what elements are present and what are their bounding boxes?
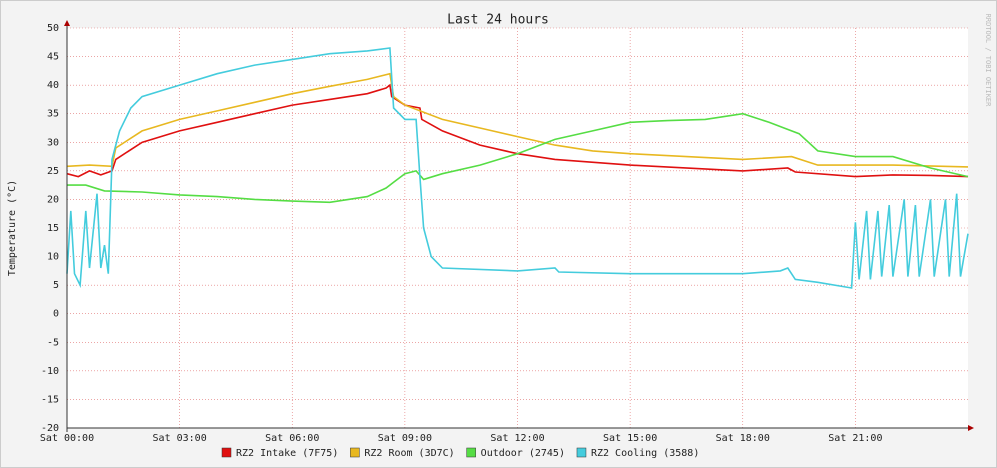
y-tick-label: 30 — [47, 137, 59, 148]
y-tick-label: -20 — [41, 423, 59, 434]
x-tick-label: Sat 21:00 — [828, 433, 882, 444]
y-tick-label: -5 — [47, 337, 59, 348]
x-tick-label: Sat 06:00 — [265, 433, 319, 444]
y-tick-label: -10 — [41, 366, 59, 377]
legend-label: RZ2 Room (3D7C) — [364, 448, 454, 459]
y-tick-label: 0 — [53, 309, 59, 320]
x-tick-label: Sat 03:00 — [153, 433, 207, 444]
legend-swatch — [350, 447, 360, 458]
y-tick-label: 25 — [47, 166, 59, 177]
x-tick-label: Sat 18:00 — [716, 433, 770, 444]
x-tick-label: Sat 15:00 — [603, 433, 657, 444]
legend-swatch — [466, 447, 476, 458]
y-tick-label: 45 — [47, 52, 59, 63]
y-tick-label: 15 — [47, 223, 59, 234]
legend-swatch — [576, 447, 587, 458]
y-arrow — [64, 20, 70, 26]
x-tick-label: Sat 09:00 — [378, 433, 432, 444]
y-tick-label: 50 — [47, 23, 59, 34]
series-line — [66, 83, 969, 178]
series-line — [67, 112, 969, 204]
y-tick-label: 20 — [47, 194, 59, 205]
legend-swatch — [221, 447, 232, 458]
legend-label: Outdoor (2745) — [481, 448, 565, 459]
y-tick-label: 5 — [53, 280, 59, 291]
x-tick-label: Sat 00:00 — [40, 433, 94, 444]
y-tick-label: 35 — [47, 109, 59, 120]
legend-label: RZ2 Intake (7F75) — [236, 448, 338, 459]
x-tick-label: Sat 12:00 — [490, 433, 544, 444]
y-tick-label: 10 — [47, 252, 59, 263]
legend-label: RZ2 Cooling (3588) — [591, 448, 699, 459]
y-tick-label: -15 — [41, 394, 59, 405]
y-tick-label: 40 — [47, 80, 59, 91]
watermark: RRDTOOL / TOBI OETIKER — [984, 14, 992, 108]
chart-title: Last 24 hours — [447, 13, 549, 28]
series-line — [66, 47, 969, 289]
y-axis-label: Temperature (°C) — [7, 180, 18, 276]
x-arrow — [968, 425, 974, 431]
